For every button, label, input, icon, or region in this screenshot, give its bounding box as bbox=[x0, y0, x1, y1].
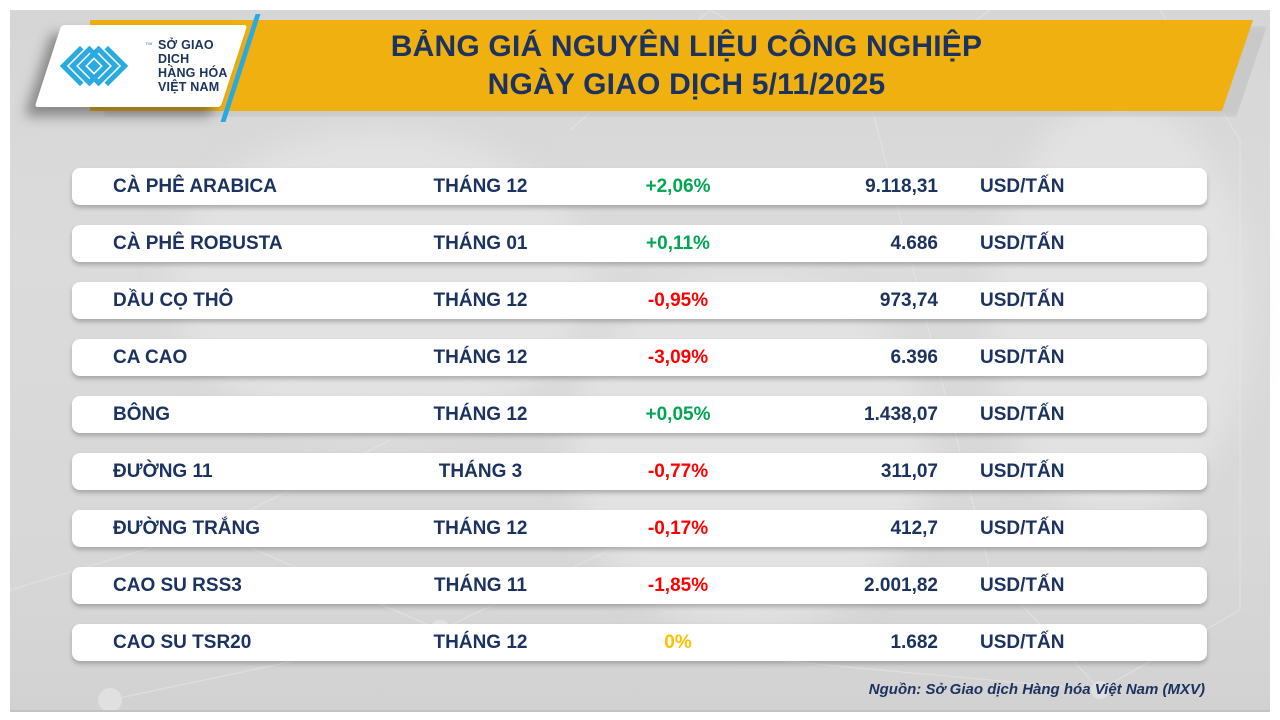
price-value: 1.682 bbox=[890, 631, 938, 653]
price-value: 6.396 bbox=[890, 346, 938, 368]
commodity-name: DẦU CỌ THÔ bbox=[113, 289, 234, 311]
table-row: DẦU CỌ THÔ THÁNG 12 -0,95% 973,74 USD/TẤ… bbox=[72, 282, 1207, 319]
org-name-line: SỞ GIAO DỊCH bbox=[158, 38, 214, 66]
table-row: ĐƯỜNG TRẮNG THÁNG 12 -0,17% 412,7 USD/TẤ… bbox=[72, 510, 1207, 547]
change-percent: +0,05% bbox=[645, 403, 711, 425]
price-value: 1.438,07 bbox=[864, 403, 938, 425]
contract-month: THÁNG 12 bbox=[433, 346, 528, 368]
contract-month: THÁNG 11 bbox=[434, 574, 527, 596]
contract-month: THÁNG 12 bbox=[433, 175, 528, 197]
contract-month: THÁNG 12 bbox=[433, 631, 528, 653]
price-unit: USD/TẤN bbox=[980, 460, 1065, 482]
price-unit: USD/TẤN bbox=[980, 631, 1065, 653]
title-banner: BẢNG GIÁ NGUYÊN LIỆU CÔNG NGHIỆP NGÀY GI… bbox=[90, 20, 1253, 111]
price-value: 311,07 bbox=[880, 460, 938, 482]
commodity-name: CÀ PHÊ ROBUSTA bbox=[113, 232, 283, 254]
contract-month: THÁNG 3 bbox=[438, 460, 523, 482]
change-percent: -1,85% bbox=[647, 574, 709, 596]
org-name-line: VIỆT NAM bbox=[158, 80, 220, 94]
trademark-symbol: ™ bbox=[145, 41, 153, 50]
table-row: CAO SU TSR20 THÁNG 12 0% 1.682 USD/TẤN bbox=[72, 624, 1207, 661]
org-name: SỞ GIAO DỊCH HÀNG HÓA VIỆT NAM bbox=[158, 38, 234, 94]
contract-month: THÁNG 12 bbox=[433, 289, 528, 311]
contract-month: THÁNG 12 bbox=[433, 517, 528, 539]
price-value: 9.118,31 bbox=[865, 175, 938, 197]
commodity-name: ĐƯỜNG TRẮNG bbox=[113, 517, 261, 539]
price-unit: USD/TẤN bbox=[980, 175, 1065, 197]
table-row: CÀ PHÊ ARABICA THÁNG 12 +2,06% 9.118,31 … bbox=[72, 168, 1207, 205]
trading-date: NGÀY GIAO DỊCH 5/11/2025 bbox=[487, 67, 886, 101]
commodity-name: CA CAO bbox=[113, 346, 188, 368]
contract-month: THÁNG 12 bbox=[433, 403, 528, 425]
price-value: 973,74 bbox=[879, 289, 938, 311]
table-row: CÀ PHÊ ROBUSTA THÁNG 01 +0,11% 4.686 USD… bbox=[72, 225, 1207, 262]
price-unit: USD/TẤN bbox=[980, 517, 1065, 539]
commodity-name: BÔNG bbox=[113, 403, 170, 425]
commodity-name: ĐƯỜNG 11 bbox=[113, 460, 213, 482]
change-percent: -0,17% bbox=[647, 517, 709, 539]
table-row: CAO SU RSS3 THÁNG 11 -1,85% 2.001,82 USD… bbox=[72, 567, 1207, 604]
change-percent: -0,77% bbox=[647, 460, 709, 482]
price-unit: USD/TẤN bbox=[980, 232, 1065, 254]
price-unit: USD/TẤN bbox=[980, 574, 1065, 596]
source-note: Nguồn: Sở Giao dịch Hàng hóa Việt Nam (M… bbox=[868, 681, 1205, 698]
org-name-line: HÀNG HÓA bbox=[158, 66, 228, 80]
table-row: BÔNG THÁNG 12 +0,05% 1.438,07 USD/TẤN bbox=[72, 396, 1207, 433]
mxv-logo-icon bbox=[59, 45, 129, 87]
price-value: 2.001,82 bbox=[864, 574, 938, 596]
price-unit: USD/TẤN bbox=[980, 346, 1065, 368]
price-unit: USD/TẤN bbox=[980, 403, 1065, 425]
commodity-name: CAO SU TSR20 bbox=[113, 631, 252, 653]
price-value: 4.686 bbox=[890, 232, 938, 254]
price-table: CÀ PHÊ ARABICA THÁNG 12 +2,06% 9.118,31 … bbox=[72, 168, 1207, 681]
change-percent: -3,09% bbox=[647, 346, 709, 368]
page-title: BẢNG GIÁ NGUYÊN LIỆU CÔNG NGHIỆP bbox=[390, 29, 983, 63]
price-unit: USD/TẤN bbox=[980, 289, 1065, 311]
commodity-name: CÀ PHÊ ARABICA bbox=[113, 175, 277, 197]
change-percent: +2,06% bbox=[645, 175, 711, 197]
change-percent: +0,11% bbox=[646, 232, 710, 254]
commodity-name: CAO SU RSS3 bbox=[113, 574, 242, 596]
contract-month: THÁNG 01 bbox=[433, 232, 528, 254]
table-row: ĐƯỜNG 11 THÁNG 3 -0,77% 311,07 USD/TẤN bbox=[72, 453, 1207, 490]
mxv-logo-plate: ™ SỞ GIAO DỊCH HÀNG HÓA VIỆT NAM bbox=[34, 25, 248, 107]
table-row: CA CAO THÁNG 12 -3,09% 6.396 USD/TẤN bbox=[72, 339, 1207, 376]
price-value: 412,7 bbox=[890, 517, 938, 539]
change-percent: -0,95% bbox=[647, 289, 709, 311]
change-percent: 0% bbox=[664, 631, 692, 653]
